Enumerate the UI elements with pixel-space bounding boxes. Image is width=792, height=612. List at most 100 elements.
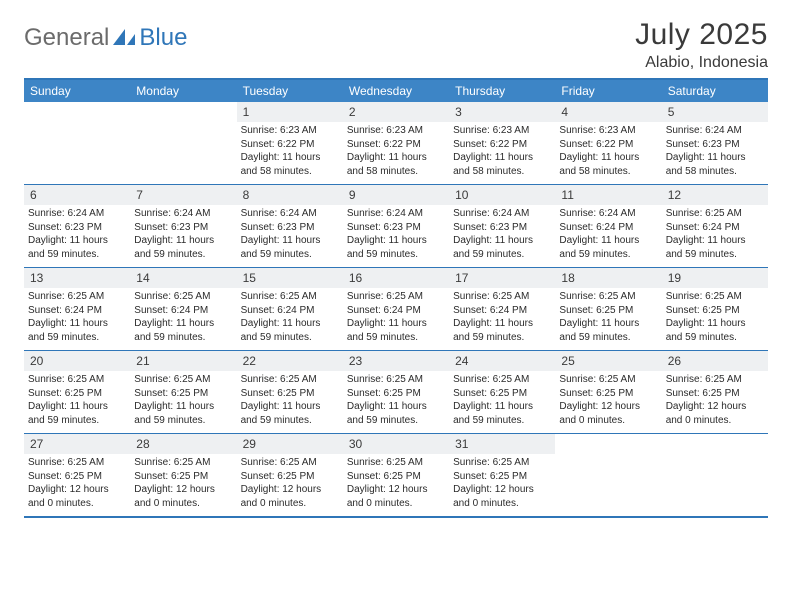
sunrise-text: Sunrise: 6:25 AM bbox=[347, 373, 445, 387]
sunrise-text: Sunrise: 6:23 AM bbox=[241, 124, 339, 138]
daylight-text-1: Daylight: 12 hours bbox=[28, 483, 126, 497]
sunrise-text: Sunrise: 6:25 AM bbox=[347, 290, 445, 304]
week-row: 1Sunrise: 6:23 AMSunset: 6:22 PMDaylight… bbox=[24, 102, 768, 184]
day-number: 11 bbox=[555, 185, 661, 205]
day-number: 22 bbox=[237, 351, 343, 371]
daylight-text-2: and 58 minutes. bbox=[453, 165, 551, 179]
day-cell: 11Sunrise: 6:24 AMSunset: 6:24 PMDayligh… bbox=[555, 185, 661, 267]
day-number: 5 bbox=[662, 102, 768, 122]
day-cell bbox=[24, 102, 130, 184]
daylight-text-1: Daylight: 11 hours bbox=[241, 151, 339, 165]
day-number bbox=[130, 102, 236, 122]
day-body: Sunrise: 6:24 AMSunset: 6:23 PMDaylight:… bbox=[237, 205, 343, 265]
sunrise-text: Sunrise: 6:24 AM bbox=[134, 207, 232, 221]
day-cell: 28Sunrise: 6:25 AMSunset: 6:25 PMDayligh… bbox=[130, 434, 236, 516]
day-cell: 16Sunrise: 6:25 AMSunset: 6:24 PMDayligh… bbox=[343, 268, 449, 350]
day-number: 31 bbox=[449, 434, 555, 454]
daylight-text-2: and 59 minutes. bbox=[453, 331, 551, 345]
daylight-text-1: Daylight: 11 hours bbox=[666, 317, 764, 331]
sunset-text: Sunset: 6:25 PM bbox=[241, 470, 339, 484]
sunrise-text: Sunrise: 6:25 AM bbox=[134, 290, 232, 304]
sunset-text: Sunset: 6:25 PM bbox=[666, 304, 764, 318]
sunset-text: Sunset: 6:25 PM bbox=[559, 304, 657, 318]
sunset-text: Sunset: 6:25 PM bbox=[28, 387, 126, 401]
day-body: Sunrise: 6:25 AMSunset: 6:25 PMDaylight:… bbox=[24, 371, 130, 431]
sunset-text: Sunset: 6:25 PM bbox=[134, 470, 232, 484]
day-body: Sunrise: 6:25 AMSunset: 6:25 PMDaylight:… bbox=[237, 454, 343, 514]
day-number: 25 bbox=[555, 351, 661, 371]
dow-cell: Saturday bbox=[662, 80, 768, 102]
day-cell: 12Sunrise: 6:25 AMSunset: 6:24 PMDayligh… bbox=[662, 185, 768, 267]
daylight-text-1: Daylight: 11 hours bbox=[28, 317, 126, 331]
week-row: 13Sunrise: 6:25 AMSunset: 6:24 PMDayligh… bbox=[24, 267, 768, 350]
day-number: 21 bbox=[130, 351, 236, 371]
daylight-text-1: Daylight: 12 hours bbox=[241, 483, 339, 497]
day-cell: 14Sunrise: 6:25 AMSunset: 6:24 PMDayligh… bbox=[130, 268, 236, 350]
sunrise-text: Sunrise: 6:25 AM bbox=[453, 290, 551, 304]
daylight-text-1: Daylight: 11 hours bbox=[453, 151, 551, 165]
sunrise-text: Sunrise: 6:24 AM bbox=[241, 207, 339, 221]
sunset-text: Sunset: 6:22 PM bbox=[453, 138, 551, 152]
sunrise-text: Sunrise: 6:23 AM bbox=[453, 124, 551, 138]
daylight-text-1: Daylight: 12 hours bbox=[666, 400, 764, 414]
day-number: 19 bbox=[662, 268, 768, 288]
day-number: 18 bbox=[555, 268, 661, 288]
daylight-text-2: and 59 minutes. bbox=[347, 248, 445, 262]
title-block: July 2025 Alabio, Indonesia bbox=[635, 18, 768, 72]
dow-cell: Monday bbox=[130, 80, 236, 102]
sunrise-text: Sunrise: 6:25 AM bbox=[666, 373, 764, 387]
daylight-text-2: and 59 minutes. bbox=[347, 331, 445, 345]
day-body: Sunrise: 6:23 AMSunset: 6:22 PMDaylight:… bbox=[343, 122, 449, 182]
daylight-text-2: and 59 minutes. bbox=[28, 414, 126, 428]
day-number: 20 bbox=[24, 351, 130, 371]
day-body: Sunrise: 6:24 AMSunset: 6:23 PMDaylight:… bbox=[343, 205, 449, 265]
day-cell: 21Sunrise: 6:25 AMSunset: 6:25 PMDayligh… bbox=[130, 351, 236, 433]
sunset-text: Sunset: 6:23 PM bbox=[134, 221, 232, 235]
day-number: 2 bbox=[343, 102, 449, 122]
day-cell: 5Sunrise: 6:24 AMSunset: 6:23 PMDaylight… bbox=[662, 102, 768, 184]
daylight-text-1: Daylight: 11 hours bbox=[241, 400, 339, 414]
daylight-text-2: and 58 minutes. bbox=[347, 165, 445, 179]
sunrise-text: Sunrise: 6:25 AM bbox=[666, 290, 764, 304]
header: General Blue July 2025 Alabio, Indonesia bbox=[24, 18, 768, 72]
day-body: Sunrise: 6:24 AMSunset: 6:23 PMDaylight:… bbox=[130, 205, 236, 265]
day-number: 16 bbox=[343, 268, 449, 288]
sunset-text: Sunset: 6:24 PM bbox=[28, 304, 126, 318]
week-row: 6Sunrise: 6:24 AMSunset: 6:23 PMDaylight… bbox=[24, 184, 768, 267]
day-cell: 22Sunrise: 6:25 AMSunset: 6:25 PMDayligh… bbox=[237, 351, 343, 433]
day-body: Sunrise: 6:25 AMSunset: 6:25 PMDaylight:… bbox=[24, 454, 130, 514]
day-cell: 18Sunrise: 6:25 AMSunset: 6:25 PMDayligh… bbox=[555, 268, 661, 350]
sunrise-text: Sunrise: 6:25 AM bbox=[241, 373, 339, 387]
day-cell: 26Sunrise: 6:25 AMSunset: 6:25 PMDayligh… bbox=[662, 351, 768, 433]
day-body: Sunrise: 6:25 AMSunset: 6:25 PMDaylight:… bbox=[662, 288, 768, 348]
day-number: 12 bbox=[662, 185, 768, 205]
sail-icon bbox=[113, 29, 135, 45]
day-body: Sunrise: 6:24 AMSunset: 6:23 PMDaylight:… bbox=[662, 122, 768, 182]
sunrise-text: Sunrise: 6:25 AM bbox=[453, 373, 551, 387]
daylight-text-1: Daylight: 11 hours bbox=[28, 400, 126, 414]
sunset-text: Sunset: 6:23 PM bbox=[666, 138, 764, 152]
daylight-text-2: and 59 minutes. bbox=[559, 248, 657, 262]
day-body: Sunrise: 6:25 AMSunset: 6:24 PMDaylight:… bbox=[449, 288, 555, 348]
sunrise-text: Sunrise: 6:25 AM bbox=[134, 373, 232, 387]
daylight-text-2: and 59 minutes. bbox=[28, 331, 126, 345]
day-number: 26 bbox=[662, 351, 768, 371]
day-cell: 6Sunrise: 6:24 AMSunset: 6:23 PMDaylight… bbox=[24, 185, 130, 267]
daylight-text-1: Daylight: 11 hours bbox=[347, 151, 445, 165]
sunset-text: Sunset: 6:23 PM bbox=[28, 221, 126, 235]
day-number: 9 bbox=[343, 185, 449, 205]
day-body: Sunrise: 6:23 AMSunset: 6:22 PMDaylight:… bbox=[237, 122, 343, 182]
sunrise-text: Sunrise: 6:24 AM bbox=[453, 207, 551, 221]
daylight-text-1: Daylight: 11 hours bbox=[347, 234, 445, 248]
day-body: Sunrise: 6:25 AMSunset: 6:25 PMDaylight:… bbox=[449, 454, 555, 514]
sunset-text: Sunset: 6:25 PM bbox=[134, 387, 232, 401]
daylight-text-2: and 59 minutes. bbox=[347, 414, 445, 428]
day-body: Sunrise: 6:23 AMSunset: 6:22 PMDaylight:… bbox=[555, 122, 661, 182]
daylight-text-1: Daylight: 12 hours bbox=[347, 483, 445, 497]
day-body: Sunrise: 6:25 AMSunset: 6:25 PMDaylight:… bbox=[449, 371, 555, 431]
day-cell: 4Sunrise: 6:23 AMSunset: 6:22 PMDaylight… bbox=[555, 102, 661, 184]
day-number: 29 bbox=[237, 434, 343, 454]
day-cell: 2Sunrise: 6:23 AMSunset: 6:22 PMDaylight… bbox=[343, 102, 449, 184]
sunrise-text: Sunrise: 6:23 AM bbox=[559, 124, 657, 138]
daylight-text-2: and 59 minutes. bbox=[241, 331, 339, 345]
